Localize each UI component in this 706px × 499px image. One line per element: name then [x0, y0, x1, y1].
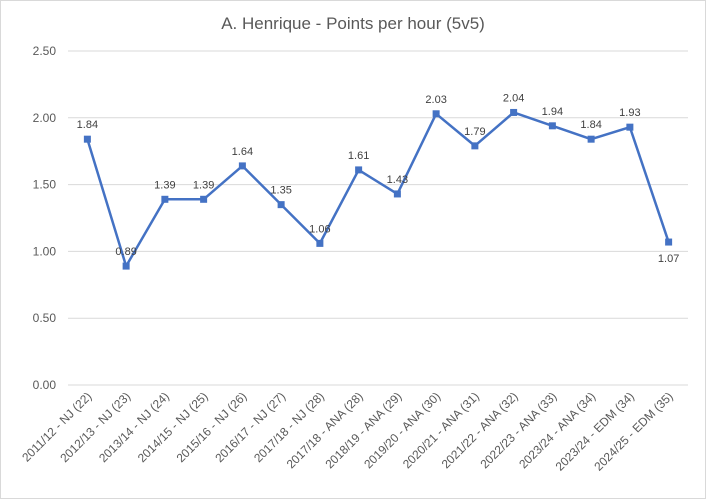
y-tick-label: 2.50: [33, 44, 57, 58]
data-point: [316, 239, 324, 247]
data-point: [510, 108, 518, 116]
x-tick-label: 2016/17 - NJ (27): [212, 389, 288, 465]
data-point: [161, 195, 169, 203]
x-tick-label: 2015/16 - NJ (26): [174, 389, 250, 465]
data-point: [200, 195, 208, 203]
data-point: [238, 162, 246, 170]
data-label: 1.61: [348, 150, 369, 162]
data-point: [432, 110, 440, 118]
x-tick-label: 2013/14 - NJ (24): [96, 389, 172, 465]
data-label: 2.04: [503, 92, 524, 104]
data-point: [626, 123, 634, 131]
x-tick-label: 2011/12 - NJ (22): [19, 389, 94, 464]
data-label: 2.03: [425, 94, 446, 106]
x-tick-label: 2017/18 - NJ (28): [251, 389, 327, 465]
data-label: 1.39: [193, 179, 214, 191]
data-label: 1.35: [270, 185, 291, 197]
data-point: [587, 135, 595, 143]
data-point: [83, 135, 91, 143]
data-label: 1.39: [154, 179, 175, 191]
data-label: 1.93: [619, 107, 640, 119]
data-label: 0.89: [115, 246, 136, 258]
data-point: [277, 201, 285, 209]
y-tick-label: 1.00: [33, 244, 57, 258]
y-tick-label: 2.00: [33, 111, 57, 125]
data-point: [665, 238, 673, 246]
data-label: 1.84: [580, 119, 601, 131]
y-tick-label: 0.00: [33, 378, 57, 392]
y-tick-label: 1.50: [33, 178, 57, 192]
data-label: 1.94: [542, 106, 563, 118]
y-tick-label: 0.50: [33, 311, 57, 325]
data-label: 1.43: [387, 174, 408, 186]
data-point: [355, 166, 363, 174]
data-label: 1.07: [658, 253, 679, 265]
chart-title: A. Henrique - Points per hour (5v5): [221, 14, 485, 33]
data-point: [471, 142, 479, 150]
data-label: 1.64: [232, 146, 253, 158]
x-tick-label: 2012/13 - NJ (23): [57, 389, 133, 465]
data-point: [122, 262, 130, 270]
data-point: [393, 190, 401, 198]
data-point: [548, 122, 556, 130]
series-line: [86, 111, 670, 268]
data-label: 1.84: [77, 119, 98, 131]
data-label: 1.79: [464, 126, 485, 138]
x-tick-label: 2014/15 - NJ (25): [135, 389, 211, 465]
data-label: 1.06: [309, 223, 330, 235]
